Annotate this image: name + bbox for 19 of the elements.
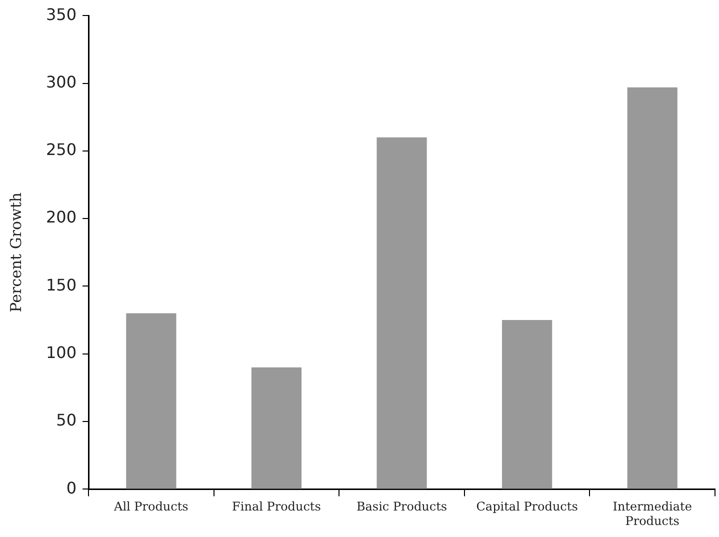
bar xyxy=(376,137,427,489)
x-tick-label: Intermediate Products xyxy=(612,500,692,528)
y-tick-label: 300 xyxy=(46,72,77,92)
x-tick-label: Final Products xyxy=(232,500,321,514)
y-tick-label: 0 xyxy=(66,478,77,498)
y-tick-label: 50 xyxy=(56,410,77,430)
y-axis-title: Percent Growth xyxy=(6,192,25,312)
x-tick-label: All Products xyxy=(113,500,188,514)
bar xyxy=(251,367,302,489)
x-tick-label: Capital Products xyxy=(476,500,578,514)
y-tick-label: 350 xyxy=(46,4,77,24)
y-tick-label: 200 xyxy=(46,208,77,227)
y-tick-label: 100 xyxy=(46,343,77,362)
bar xyxy=(627,87,678,489)
y-tick-label: 250 xyxy=(46,140,77,160)
x-tick-label: Basic Products xyxy=(356,500,448,514)
bar xyxy=(126,313,176,489)
y-tick-label: 150 xyxy=(46,275,77,294)
bar xyxy=(502,320,552,489)
